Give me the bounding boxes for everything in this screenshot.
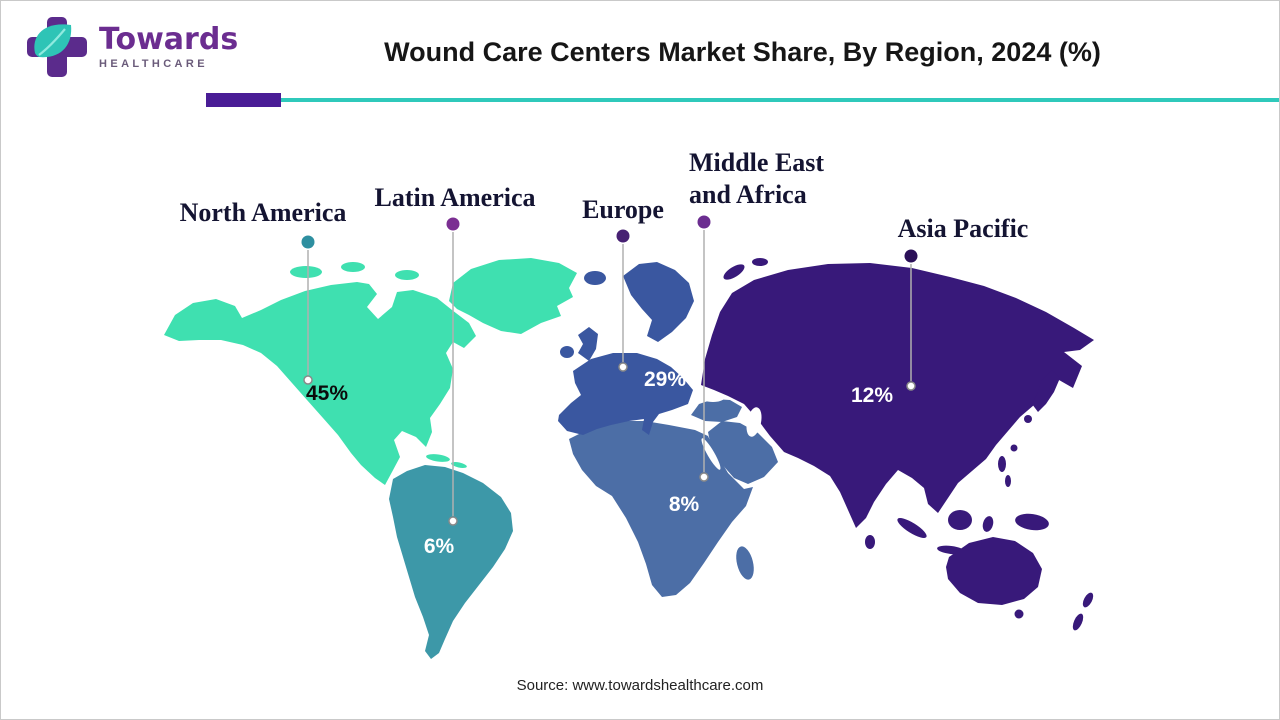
map-shape-svalbard xyxy=(752,258,768,266)
map-endpoint-latin-america xyxy=(448,516,458,526)
map-region-europe xyxy=(558,262,694,435)
map-region-north-america xyxy=(164,258,577,485)
map-shape-japan-south xyxy=(1024,415,1032,423)
legend-dot-north-america xyxy=(301,235,315,249)
legend-dot-europe xyxy=(616,229,630,243)
map-endpoint-north-america xyxy=(303,375,313,385)
map-shape-scandinavia xyxy=(623,262,694,342)
legend-dot-latin-america xyxy=(446,217,460,231)
value-label-asia-pacific: 12% xyxy=(851,384,893,407)
logo-tagline: HEALTHCARE xyxy=(99,57,208,70)
value-label-middle-east-africa: 8% xyxy=(669,493,700,516)
source-attribution: Source: www.towardshealthcare.com xyxy=(516,677,764,694)
map-shape-philippines-south xyxy=(1005,475,1011,487)
map-region-latin-america xyxy=(389,465,513,659)
map-shape-europe-mainland xyxy=(558,353,693,435)
value-label-latin-america: 6% xyxy=(424,535,455,558)
map-shape-great-britain xyxy=(578,327,598,361)
map-endpoint-asia-pacific xyxy=(906,381,916,391)
map-shape-taiwan xyxy=(1010,444,1018,452)
page-title: Wound Care Centers Market Share, By Regi… xyxy=(384,37,1101,67)
map-shape-sri-lanka xyxy=(865,535,875,549)
region-label-middle-east-africa: Middle East and Africa xyxy=(689,148,825,209)
divider-teal-line xyxy=(281,98,1279,102)
map-shape-tasmania xyxy=(1014,609,1024,619)
region-label-europe: Europe xyxy=(582,195,664,224)
map-shape-cuba xyxy=(426,454,450,462)
logo: Towards HEALTHCARE xyxy=(25,15,238,79)
value-label-north-america: 45% xyxy=(306,382,348,405)
legend-dot-asia-pacific xyxy=(904,249,918,263)
map-shape-new-guinea xyxy=(1015,513,1049,531)
map-shape-south-america xyxy=(389,465,513,659)
region-label-asia-pacific: Asia Pacific xyxy=(897,214,1029,243)
map-shape-africa xyxy=(569,421,753,597)
value-label-europe: 29% xyxy=(644,368,686,391)
map-shape-japan xyxy=(1032,370,1060,412)
map-shape-new-zealand-south xyxy=(1072,613,1084,631)
legend-dot-middle-east-africa xyxy=(697,215,711,229)
map-shape-black-sea xyxy=(701,392,725,402)
map-shape-arctic-island-1 xyxy=(290,266,322,278)
map-shape-ireland xyxy=(560,346,574,358)
map-shape-sumatra xyxy=(897,518,927,538)
region-label-north-america: North America xyxy=(179,198,347,227)
map-shape-greenland xyxy=(449,258,577,334)
map-shape-new-zealand-north xyxy=(1082,592,1094,608)
map-shape-arabian-peninsula xyxy=(708,421,778,484)
logo-cross-leaf-icon xyxy=(27,17,87,77)
map-shape-anatolia xyxy=(691,399,742,422)
map-shape-arctic-island-2 xyxy=(341,262,365,272)
leaf-vein xyxy=(38,28,66,56)
logo-brand: Towards xyxy=(99,21,239,57)
map-shape-north-america-mainland xyxy=(164,282,476,485)
map-shape-sulawesi xyxy=(982,516,994,532)
map-endpoint-middle-east-africa xyxy=(699,472,709,482)
map-shape-caspian-sea xyxy=(746,407,762,437)
map-shape-madagascar xyxy=(736,546,754,580)
map-shape-red-sea xyxy=(701,438,721,470)
map-shape-australia xyxy=(946,537,1042,605)
map-shape-iceland xyxy=(584,271,606,285)
map-shape-eurasia xyxy=(701,263,1094,528)
map-seas xyxy=(701,392,762,470)
logo-text: Towards HEALTHCARE xyxy=(99,21,239,70)
map-shape-hispaniola xyxy=(451,462,467,468)
map-shape-philippines-north xyxy=(998,456,1006,472)
map-shape-borneo xyxy=(948,510,972,530)
map-shape-novaya-zemlya xyxy=(723,264,745,280)
divider-purple-segment xyxy=(206,93,281,107)
map-endpoint-europe xyxy=(618,362,628,372)
map-shape-arctic-island-3 xyxy=(395,270,419,280)
map-region-asia-pacific xyxy=(701,258,1094,631)
region-label-latin-america: Latin America xyxy=(374,183,536,212)
